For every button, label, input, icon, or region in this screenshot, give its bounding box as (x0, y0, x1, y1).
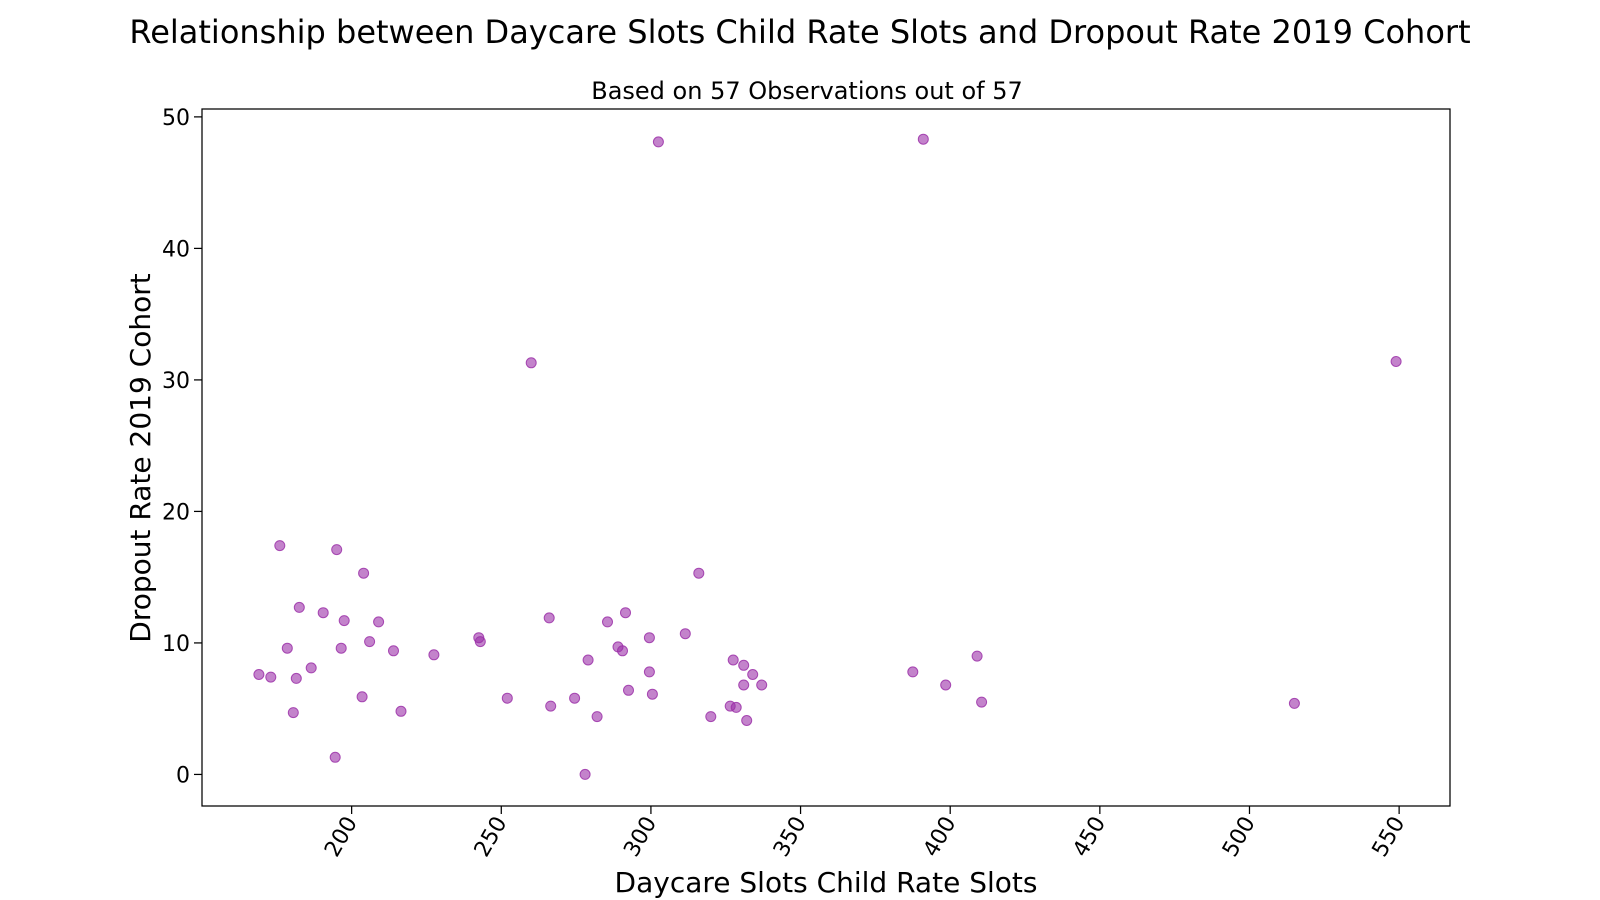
x-axis: 200 250 300 350 400 450 500 550 (320, 806, 1410, 861)
y-tick-label: 10 (162, 632, 190, 657)
scatter-point (338, 615, 350, 627)
scatter-point (265, 671, 277, 683)
x-tick-label: 400 (919, 813, 962, 862)
scatter-point (373, 616, 385, 628)
scatter-point (317, 607, 329, 619)
scatter-point (917, 133, 929, 145)
scatter-point (364, 636, 376, 648)
y-tick-label: 20 (162, 500, 190, 525)
scatter-point (274, 540, 286, 552)
scatter-point (679, 628, 691, 640)
scatter-point (738, 679, 750, 691)
scatter-point (693, 567, 705, 579)
scatter-point (293, 601, 305, 613)
scatter-point (428, 649, 440, 661)
plot-area-frame (201, 108, 1451, 807)
y-axis: 0 10 20 30 40 50 (162, 106, 202, 788)
scatter-point (356, 691, 368, 703)
scatter-point (730, 701, 742, 713)
scatter-point (474, 636, 486, 648)
y-tick-label: 40 (162, 237, 190, 262)
y-tick-label: 50 (162, 106, 190, 131)
scatter-point (756, 679, 768, 691)
scatter-point (591, 711, 603, 723)
y-tick-label: 30 (162, 369, 190, 394)
scatter-point (652, 136, 664, 148)
scatter-point (620, 607, 631, 619)
scatter-point (579, 768, 591, 780)
scatter-point (617, 645, 628, 657)
scatter-point (253, 669, 265, 680)
scatter-point (907, 666, 919, 678)
scatter-point (646, 688, 658, 700)
x-tick-label: 250 (470, 813, 513, 862)
scatter-point (335, 642, 347, 654)
x-tick-label: 550 (1368, 813, 1411, 862)
scatter-point (545, 700, 557, 712)
scatter-point (358, 567, 370, 579)
scatter-point (738, 659, 750, 671)
x-tick-label: 350 (769, 813, 812, 862)
scatter-point (1288, 697, 1300, 709)
scatter-point (287, 707, 299, 719)
scatter-point (305, 662, 317, 674)
scatter-point (329, 751, 341, 763)
x-tick-label: 500 (1218, 813, 1261, 862)
scatter-point (940, 679, 952, 691)
scatter-point (705, 711, 717, 723)
scatter-point (582, 654, 594, 666)
scatter-point (971, 650, 983, 662)
scatter-point (1390, 356, 1402, 367)
scatter-point (602, 616, 613, 628)
x-tick-label: 200 (320, 813, 363, 862)
scatter-point (395, 705, 407, 717)
x-tick-label: 300 (619, 813, 662, 862)
scatter-point (747, 669, 759, 680)
scatter-point (643, 632, 655, 644)
scatter-point (290, 672, 302, 684)
scatter-point (727, 654, 739, 666)
scatter-point (388, 645, 399, 657)
scatter-point (543, 612, 555, 624)
scatter-point (569, 692, 581, 704)
scatter-point (331, 544, 343, 556)
scatter-point (976, 696, 988, 708)
x-tick-label: 450 (1068, 813, 1111, 862)
y-axis-label: Dropout Rate 2019 Cohort (124, 273, 157, 642)
chart-title: Relationship between Daycare Slots Child… (129, 13, 1470, 51)
scatter-point (501, 692, 513, 704)
scatter-points (253, 133, 1402, 780)
y-tick-label: 0 (176, 763, 190, 788)
scatter-point (525, 357, 537, 369)
scatter-point (281, 642, 293, 654)
scatter-point (623, 684, 634, 696)
chart-subtitle: Based on 57 Observations out of 57 (591, 77, 1023, 105)
scatter-point (741, 715, 753, 726)
x-axis-label: Daycare Slots Child Rate Slots (615, 866, 1038, 899)
scatter-point (643, 666, 655, 678)
